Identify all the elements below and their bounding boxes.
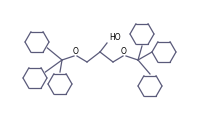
Text: O: O [73, 47, 79, 56]
Text: HO: HO [109, 33, 121, 42]
Text: O: O [121, 47, 127, 56]
